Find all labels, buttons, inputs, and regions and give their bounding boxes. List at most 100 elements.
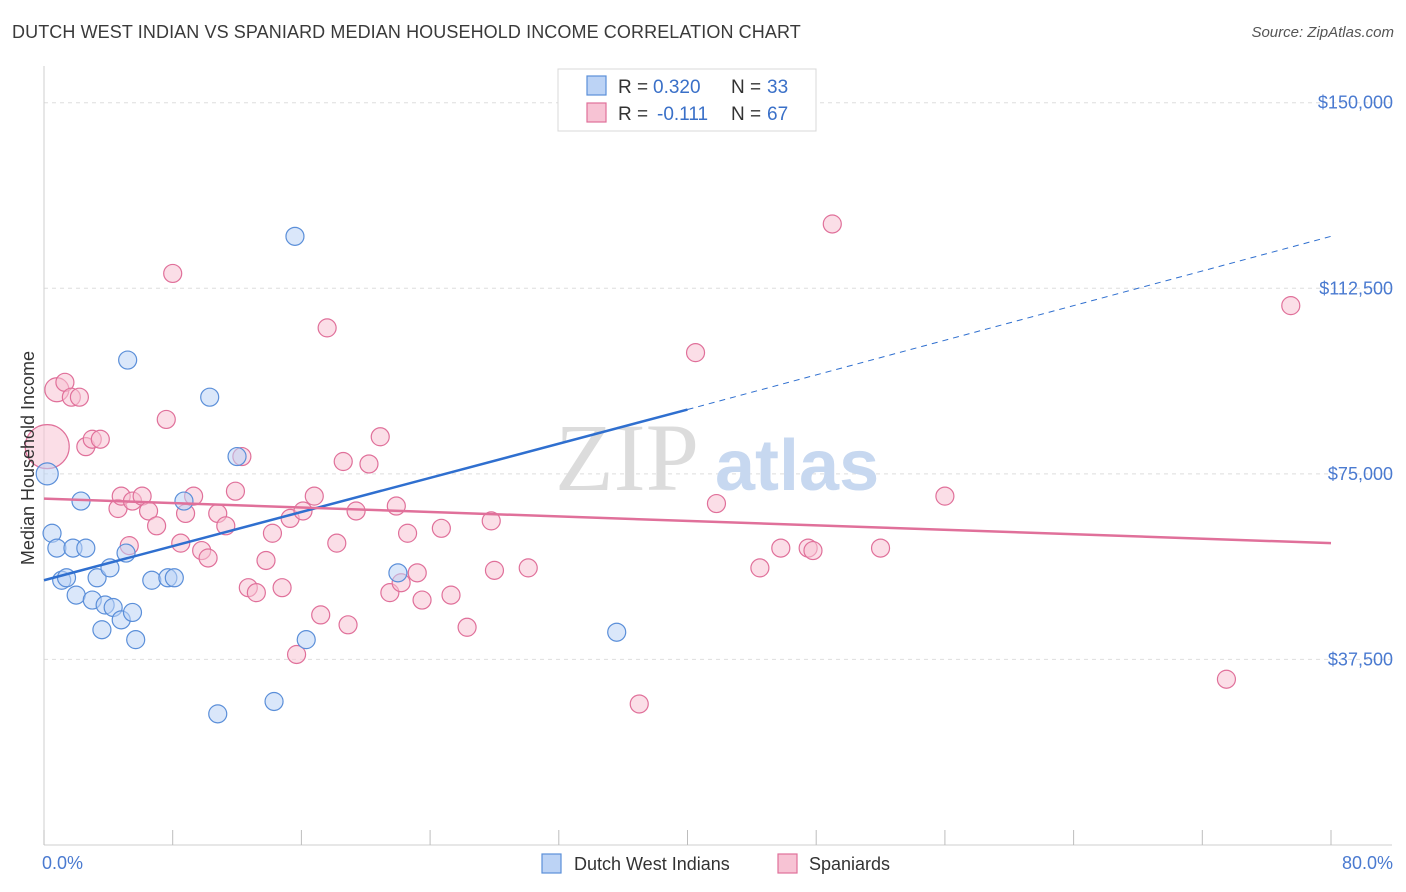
spaniard-point [386, 496, 406, 516]
legend-r-label-2: R = [618, 104, 648, 125]
dutch-west-indian-point [388, 563, 408, 583]
series-legend: Dutch West Indians Spaniards [541, 853, 890, 874]
dutch-west-indian-point [227, 446, 247, 467]
dutch-west-indian-point [296, 630, 316, 650]
spaniard-point [518, 558, 538, 578]
spaniard-point [286, 644, 307, 665]
spaniard-point [935, 486, 955, 506]
spaniard-point [822, 214, 842, 234]
spaniard-point [338, 615, 358, 635]
spaniard-point [629, 694, 649, 714]
watermark-zip: ZIP [555, 404, 699, 511]
legend-n-label-1: N = [731, 77, 761, 98]
spaniard-point [256, 550, 276, 571]
watermark-atlas: atlas [715, 426, 879, 506]
legend-r-label-1: R = [618, 77, 648, 98]
legend-r-value-2: -0.111 [657, 104, 708, 125]
correlation-legend: R = 0.320 N = 33 R = -0.111 N = 67 [557, 68, 817, 132]
dutch-west-indians-trend-extension [687, 235, 1332, 411]
spaniard-point [246, 583, 266, 603]
spaniard-point [225, 481, 246, 501]
spaniard-point [750, 558, 770, 578]
spaniard-point [441, 585, 461, 605]
spaniard-point [272, 578, 292, 598]
dutch-west-indian-point [76, 538, 96, 558]
spaniard-point [457, 617, 477, 637]
spaniard-point [69, 387, 89, 407]
spaniard-point [1216, 669, 1237, 689]
dutch-west-indians-points [35, 226, 627, 724]
dutch-west-indian-point [174, 491, 194, 511]
y-tick-label: $150,000 [1318, 93, 1393, 113]
spaniard-point [333, 451, 353, 472]
dutch-west-indian-point [126, 630, 146, 650]
dutch-west-indian-point [92, 620, 112, 640]
y-tick-labels: $37,500 $75,000 $112,500 $150,000 [1318, 93, 1393, 670]
chart-title: DUTCH WEST INDIAN VS SPANIARD MEDIAN HOU… [12, 22, 801, 42]
spaniard-point [771, 538, 791, 558]
dutch-west-indian-point [164, 568, 184, 588]
spaniard-point [156, 409, 176, 430]
spaniard-point [346, 501, 366, 521]
spaniards-trend-line [43, 497, 1332, 545]
y-tick-label: $75,000 [1328, 464, 1393, 484]
bottom-legend-label-1: Dutch West Indians [574, 854, 730, 874]
dutch-west-indian-point [607, 622, 627, 642]
bottom-legend-label-2: Spaniards [809, 854, 890, 874]
x-tick-label: 0.0% [42, 853, 83, 873]
spaniard-point [359, 454, 379, 474]
spaniard-point [481, 511, 501, 531]
dutch-west-indian-point [122, 602, 143, 623]
dutch-west-indian-point [87, 568, 107, 588]
bottom-legend-swatch-pink [777, 853, 798, 874]
legend-n-label-2: N = [731, 104, 761, 125]
spaniard-point [262, 523, 283, 543]
spaniard-point [803, 540, 823, 561]
dutch-west-indian-point [142, 570, 162, 590]
bottom-legend-swatch-blue [541, 853, 562, 874]
watermark: ZIP atlas [555, 404, 879, 511]
legend-swatch-pink [586, 102, 607, 123]
dutch-west-indian-point [208, 704, 228, 724]
dutch-west-indian-point [285, 226, 305, 246]
spaniard-point [370, 427, 390, 447]
x-tick-label: 80.0% [1342, 853, 1393, 873]
spaniard-point [304, 486, 324, 506]
spaniard-point [412, 590, 432, 610]
legend-n-value-1: 33 [767, 77, 788, 98]
x-tick-labels: 0.0% 80.0% [42, 853, 1393, 873]
spaniard-point [870, 538, 891, 558]
legend-r-value-1: 0.320 [653, 77, 701, 98]
dutch-west-indians-trend-line [43, 408, 688, 582]
spaniard-point [431, 518, 451, 538]
y-axis-label: Median Household Income [18, 351, 38, 565]
grid-lines [44, 102, 1392, 660]
spaniard-point [317, 318, 337, 338]
y-tick-label: $112,500 [1319, 278, 1393, 298]
legend-swatch-blue [586, 75, 607, 96]
spaniard-point [1281, 296, 1301, 316]
spaniard-point [484, 560, 505, 580]
spaniards-points [24, 214, 1301, 714]
spaniard-point [147, 516, 167, 536]
dutch-west-indian-point [66, 585, 86, 605]
dutch-west-indian-point [47, 538, 67, 558]
spaniard-point [163, 263, 183, 284]
source-label: Source: ZipAtlas.com [1251, 24, 1394, 41]
spaniard-point [90, 429, 110, 449]
spaniard-point [198, 548, 218, 568]
y-tick-label: $37,500 [1328, 649, 1393, 669]
spaniard-point [327, 533, 347, 553]
dutch-west-indian-point [35, 462, 59, 486]
spaniard-point [407, 563, 427, 583]
trend-lines [43, 235, 1332, 582]
spaniard-point [311, 605, 331, 625]
legend-n-value-2: 67 [767, 104, 788, 125]
dutch-west-indian-point [200, 387, 220, 407]
spaniard-point [685, 343, 706, 363]
dutch-west-indian-point [264, 691, 284, 712]
spaniard-point [706, 493, 727, 514]
dutch-west-indian-point [118, 350, 138, 370]
spaniard-point [397, 523, 418, 543]
